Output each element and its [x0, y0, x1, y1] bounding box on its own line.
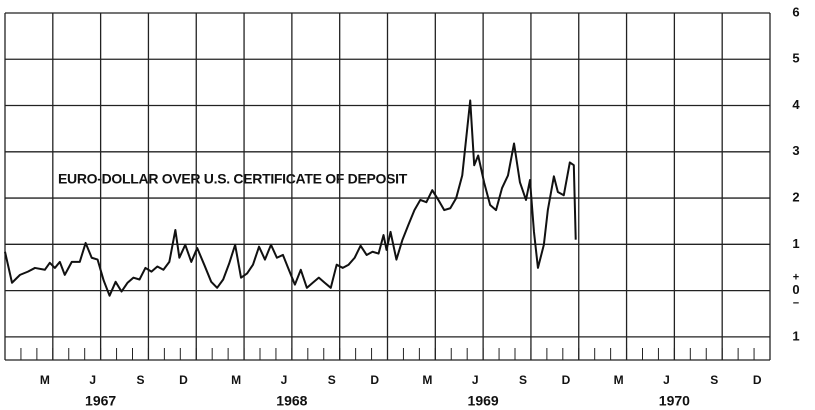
year-label: 1968: [276, 393, 307, 409]
y-tick-label: 3: [792, 143, 799, 158]
x-tick-label: M: [40, 373, 50, 387]
x-tick-label: J: [472, 373, 479, 387]
minus-sign: −: [793, 298, 799, 310]
y-tick-label: 5: [792, 51, 799, 66]
annotation: EURO-DOLLAR OVER U.S. CERTIFICATE OF DEP…: [58, 171, 408, 187]
plus-sign: +: [793, 272, 799, 284]
x-tick-label: M: [422, 373, 432, 387]
x-tick-label: S: [710, 373, 718, 387]
y-tick-label: 2: [792, 190, 799, 205]
x-tick-label: M: [614, 373, 624, 387]
x-tick-label: J: [89, 373, 96, 387]
data-line: [4, 99, 577, 297]
x-tick-label: J: [663, 373, 670, 387]
y-tick-label: 0: [792, 282, 799, 297]
y-tick-label: 4: [792, 97, 800, 112]
year-label: 1970: [659, 393, 690, 409]
x-tick-label: D: [370, 373, 379, 387]
year-label: 1967: [85, 393, 116, 409]
y-tick-label: 1: [792, 236, 799, 251]
x-tick-label: S: [519, 373, 527, 387]
x-tick-label: S: [328, 373, 336, 387]
x-tick-label: D: [562, 373, 571, 387]
y-tick-label: 6: [792, 4, 799, 19]
y-tick-label: 1: [792, 328, 799, 343]
x-tick-label: S: [136, 373, 144, 387]
x-tick-label: D: [753, 373, 762, 387]
x-tick-label: M: [231, 373, 241, 387]
x-tick-label: J: [281, 373, 288, 387]
year-label: 1969: [468, 393, 499, 409]
x-tick-label: D: [179, 373, 188, 387]
